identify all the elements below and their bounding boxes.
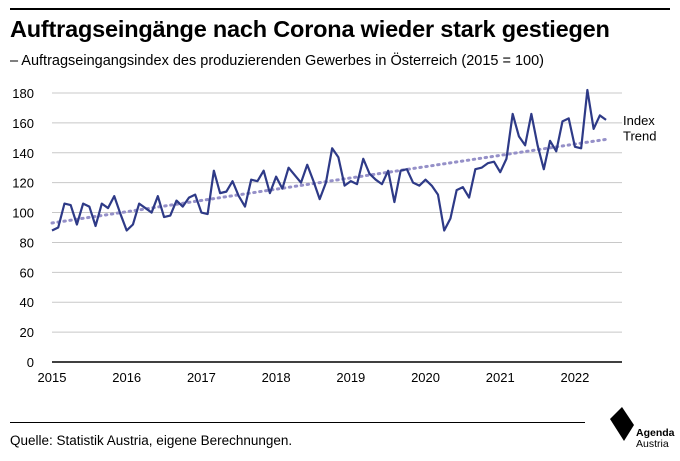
x-tick-label: 2020 xyxy=(411,370,440,385)
chart-title: Auftragseingänge nach Corona wieder star… xyxy=(10,16,610,42)
source-rule xyxy=(10,422,585,423)
x-tick-label: 2015 xyxy=(38,370,67,385)
x-tick-label: 2016 xyxy=(112,370,141,385)
y-tick-labels: 0 20 40 60 80 100 120 140 160 180 xyxy=(12,86,34,370)
agenda-austria-logo xyxy=(610,407,634,441)
trend-series-label: Trend xyxy=(623,128,656,143)
logo-text: Agenda Austria xyxy=(636,428,675,450)
y-tick-label: 100 xyxy=(12,206,34,221)
chart-subtitle: – Auftragseingangsindex des produzierend… xyxy=(10,53,545,69)
y-tick-label: 160 xyxy=(12,116,34,131)
logo-line2: Austria xyxy=(636,438,669,450)
x-tick-label: 2017 xyxy=(187,370,216,385)
source-note: Quelle: Statistik Austria, eigene Berech… xyxy=(10,433,293,448)
x-tick-label: 2022 xyxy=(560,370,589,385)
y-tick-label: 0 xyxy=(27,355,34,370)
y-tick-label: 20 xyxy=(20,325,34,340)
y-tick-label: 60 xyxy=(20,265,34,280)
grid-layer xyxy=(52,92,622,363)
index-series-label: Index xyxy=(623,113,655,128)
logo-line1: Agenda xyxy=(636,427,675,439)
y-tick-label: 40 xyxy=(20,295,34,310)
y-tick-label: 80 xyxy=(20,235,34,250)
y-tick-label: 120 xyxy=(12,176,34,191)
x-tick-label: 2019 xyxy=(336,370,365,385)
index-series-line xyxy=(51,88,607,232)
x-tick-label: 2021 xyxy=(486,370,515,385)
top-rule xyxy=(10,8,670,10)
trend-series-line xyxy=(50,137,608,225)
x-tick-labels: 2015 2016 2017 2018 2019 2020 2021 2022 xyxy=(38,370,590,385)
x-tick-label: 2018 xyxy=(262,370,291,385)
logo-mark-icon xyxy=(610,407,634,441)
y-tick-label: 180 xyxy=(12,86,34,101)
y-tick-label: 140 xyxy=(12,146,34,161)
series-layer xyxy=(50,88,608,232)
